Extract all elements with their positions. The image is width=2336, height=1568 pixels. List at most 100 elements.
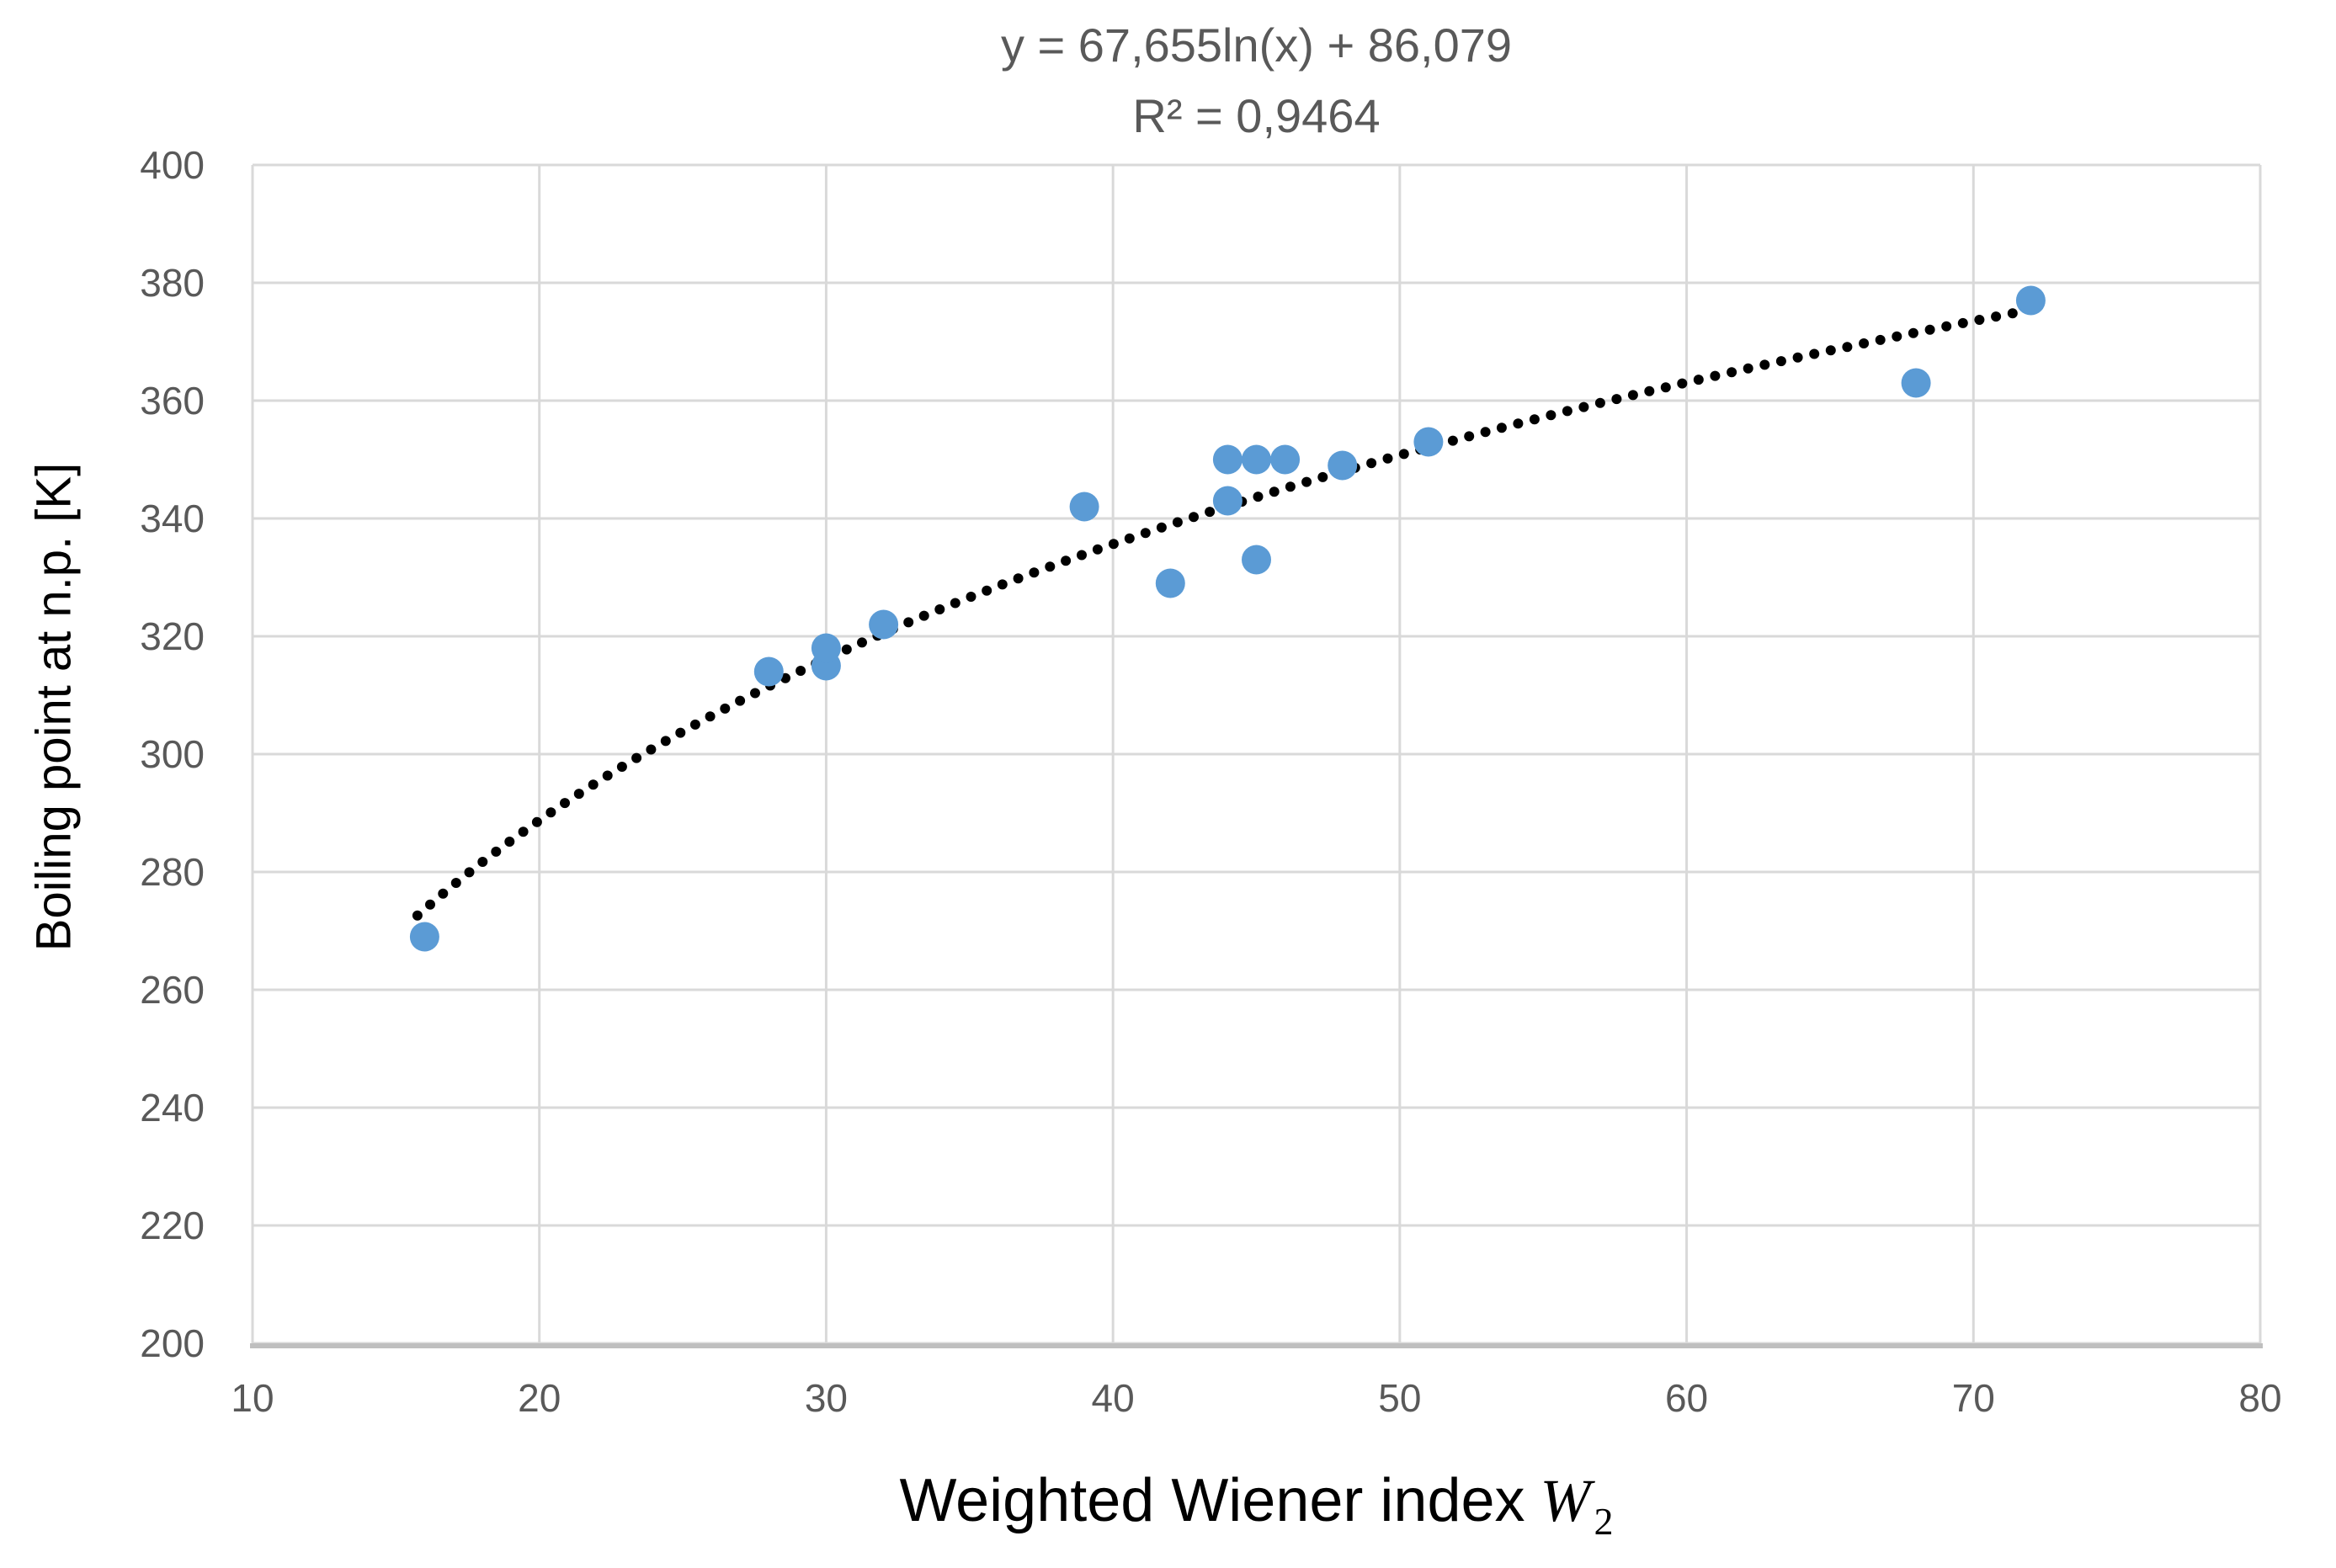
trendline-dot [796,666,806,676]
trendline-dot [1317,471,1328,482]
trendline-dot [1693,375,1704,385]
x-axis-tick-label: 20 [518,1376,561,1420]
trendline-dot [1660,382,1671,393]
trendline-dot [477,857,488,867]
data-point [1212,444,1242,475]
trendline-dot [918,610,929,621]
trendline-dot [1594,397,1605,408]
data-point [2015,285,2046,316]
trendline-dot [646,744,657,755]
trendline-dot [1941,321,1952,332]
trendline-dot [1578,401,1589,412]
data-point [811,633,841,663]
y-axis-tick-label: 220 [140,1204,205,1247]
trendline-dot [1825,345,1836,356]
x-axis-title-text: Weighted Wiener index [899,1467,1525,1534]
trendline-dot [1562,406,1572,417]
y-axis-tick-label: 280 [140,850,205,894]
trendline-dot [464,867,475,878]
data-point [1242,545,1271,575]
data-point [409,922,439,952]
x-axis-title-subscript: 2 [1594,1500,1614,1543]
trendline-dot [997,579,1008,590]
trendline-dot [903,617,914,628]
trendline-dot [631,752,642,763]
trendline-dot [1644,385,1655,396]
trendline-dot [1859,338,1870,348]
trendline-dot [1189,512,1199,523]
trendline-dot [425,899,435,910]
trendline-dot [934,604,945,614]
x-axis-tick-label: 40 [1091,1376,1135,1420]
trendline-dot [1382,453,1393,464]
y-axis-tick-label: 340 [140,497,205,540]
trendline-dot [1480,427,1491,438]
trendline-dot [750,688,760,699]
trendline-dot [966,592,976,602]
trendline-dot [1759,359,1770,370]
trendline-dot [1398,449,1409,460]
y-axis-tick-label: 300 [140,732,205,776]
x-axis-tick-label: 70 [1951,1376,1995,1420]
trendline-dot [1301,476,1312,487]
trendline-dot [950,598,960,609]
trendline-dot [1924,324,1935,335]
data-point [1242,444,1271,475]
trendline-dot [438,888,449,899]
x-axis-tick-label: 60 [1664,1376,1709,1420]
trendline-dot [1892,331,1902,342]
trendline-dot [1546,410,1556,421]
equation-line: y = 67,655ln(x) + 86,079 [1000,19,1513,72]
trendline-dot [982,585,992,596]
gridlines [251,163,2262,1345]
y-axis-tick-label: 380 [140,261,205,305]
x-axis-title-symbol: W [1540,1467,1591,1534]
trendline-dot [560,798,570,809]
trendline-dot [857,637,867,648]
trendline-dot [1156,522,1167,533]
trendline-dot [1496,423,1507,433]
trendline-dot [1957,317,1968,328]
trendline-dot [720,703,731,714]
y-axis-tick-label: 400 [140,143,205,187]
trendline-dot [1611,394,1622,405]
trendline-dot [573,789,584,800]
trendline-dot [1991,311,2002,322]
trendline-dot [602,770,613,781]
data-point [1212,486,1242,516]
trendline-dot [1529,414,1540,425]
trendline-dot [412,910,423,921]
trendline-dot [518,827,529,837]
trendline-dot [1205,507,1216,518]
trendline-dot [1677,378,1688,389]
trendline-dot [1513,418,1524,429]
trendline-dot [1710,370,1721,381]
y-axis-tick-label: 240 [140,1086,205,1129]
trendline-dot [1061,555,1072,566]
trendline-dot [660,736,671,747]
trendline-dot [689,719,700,730]
trendline-dot [545,807,556,818]
trendline-dot [1908,327,1918,338]
trendline-dot [1366,458,1377,469]
data-points [409,285,2046,952]
x-axis-title: Weighted Wiener index W2 [253,1466,2260,1544]
data-point [1413,427,1444,457]
x-axis-tick-label: 30 [804,1376,849,1420]
trendline-dot [1285,481,1296,492]
trendline-dot [2007,308,2018,319]
x-axis-tick-label: 10 [231,1376,274,1420]
trendline-dot [1447,435,1458,446]
trendline-dot [1775,356,1786,367]
x-axis-tick-label: 50 [1378,1376,1422,1420]
trendline-dot [1029,567,1040,578]
trendline-equation-label: y = 67,655ln(x) + 86,079 R² = 0,9464 [253,10,2260,151]
trendline-dot [1842,342,1853,353]
trendline-dot [504,837,515,847]
trendline-dot [450,878,461,888]
trendline-dot [1045,561,1056,572]
trendline-dot [705,711,716,722]
trendline-dot [1172,517,1183,528]
trendline-dot [1253,492,1264,502]
